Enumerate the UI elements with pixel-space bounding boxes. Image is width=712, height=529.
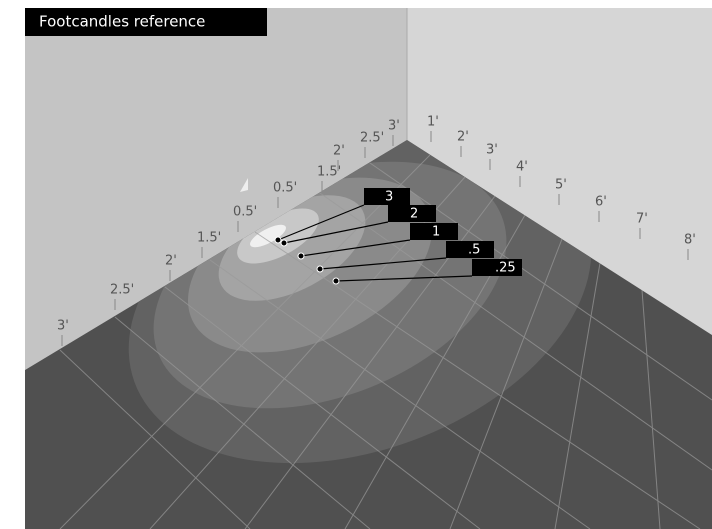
- callout-line: [277, 204, 365, 241]
- callout-label: .25: [495, 261, 516, 276]
- scale-label: 3': [486, 143, 498, 158]
- scale-label: 1.5': [197, 231, 221, 246]
- title: Footcandles reference: [39, 13, 205, 31]
- scale-label: 0.5': [233, 205, 257, 220]
- callout-label: 1: [432, 225, 440, 240]
- scale-label: 8': [684, 233, 696, 248]
- scale-label: 2.5': [110, 283, 134, 298]
- scale-label: 2': [457, 130, 469, 145]
- scale-label: 2': [165, 254, 177, 269]
- callout-dot: [332, 277, 340, 285]
- callout-box: [364, 188, 410, 205]
- callout-line: [283, 221, 389, 244]
- title-bar: [25, 8, 267, 36]
- callout-box: [446, 241, 494, 258]
- callout-label: 2: [410, 207, 418, 222]
- scale-label: 7': [636, 212, 648, 227]
- callout-line: [319, 257, 447, 270]
- callout-dot: [297, 252, 305, 260]
- scale-label: 1': [427, 115, 439, 130]
- callout-dot: [274, 236, 282, 244]
- left-wall: [25, 8, 407, 370]
- scale-label: 3': [388, 119, 400, 134]
- right-wall: [407, 8, 712, 335]
- scale-label: 1.5': [317, 165, 341, 180]
- callout-label: 3: [385, 190, 393, 205]
- callout-label: .5: [468, 243, 480, 258]
- scale-label: 6': [595, 195, 607, 210]
- scale-label: 3': [57, 319, 69, 334]
- callout-box: [388, 205, 436, 222]
- scale-label: 2': [333, 144, 345, 159]
- scale-label: 2.5': [360, 131, 384, 146]
- callout-box: [410, 223, 458, 240]
- callout-box: [472, 259, 522, 276]
- scale-label: 5': [555, 178, 567, 193]
- callout-dot: [316, 265, 324, 273]
- callout-line: [300, 239, 411, 257]
- callout-dot: [280, 239, 288, 247]
- callout-line: [335, 275, 473, 282]
- scale-label: 4': [516, 160, 528, 175]
- scale-label: 0.5': [273, 181, 297, 196]
